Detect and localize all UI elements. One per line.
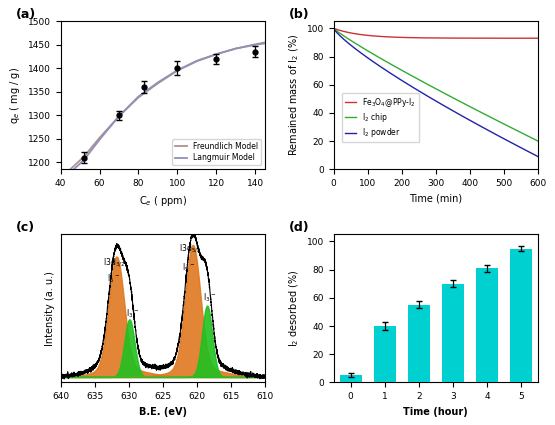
Freundlich Model [213,52,220,57]
I$_2$ powder [420,91,427,96]
Fe$_3$O$_4$@PPy-I$_2$ [413,35,420,40]
Langmuir Model [194,58,200,63]
I$_2$ powder [330,26,337,31]
Bar [340,375,362,382]
Freundlich Model [115,113,122,119]
Y-axis label: I$_2$ desorbed (%): I$_2$ desorbed (%) [287,270,301,347]
Line: I$_2$ powder: I$_2$ powder [334,28,538,156]
Langmuir Model [252,42,259,47]
Langmuir Model [115,113,122,119]
Line: Langmuir Model: Langmuir Model [70,43,265,173]
Legend: Fe$_3$O$_4$@PPy-I$_2$, I$_2$ chip, I$_2$ powder: Fe$_3$O$_4$@PPy-I$_2$, I$_2$ chip, I$_2$… [341,93,419,142]
Text: (b): (b) [289,8,309,21]
X-axis label: Time (hour): Time (hour) [403,407,468,416]
Fe$_3$O$_4$@PPy-I$_2$ [534,36,541,41]
I$_2$ chip [413,76,420,81]
Freundlich Model [233,46,239,51]
Langmuir Model [174,68,181,73]
X-axis label: Time (min): Time (min) [409,193,462,204]
Text: I$_5$$^-$: I$_5$$^-$ [107,272,120,284]
Langmuir Model [96,137,103,142]
Line: I$_2$ chip: I$_2$ chip [334,28,538,141]
Freundlich Model [194,59,200,64]
Langmuir Model [261,41,268,46]
Legend: Freundlich Model, Langmuir Model: Freundlich Model, Langmuir Model [173,139,261,165]
Freundlich Model [252,42,259,47]
I$_2$ chip [490,116,496,121]
Fe$_3$O$_4$@PPy-I$_2$ [493,36,500,41]
Bar [374,326,396,382]
Langmuir Model [233,46,239,51]
Bar [476,268,498,382]
Fe$_3$O$_4$@PPy-I$_2$ [330,26,337,31]
I$_2$ powder [471,120,477,125]
Text: (d): (d) [289,221,309,235]
Text: I3d$_{5/2}$: I3d$_{5/2}$ [179,242,201,255]
Langmuir Model [155,80,162,85]
Text: I$_3$$^-$: I$_3$$^-$ [125,308,139,320]
Bar [408,305,430,382]
Langmuir Model [67,170,74,175]
Y-axis label: Intensity (a. u.): Intensity (a. u.) [45,271,55,346]
Freundlich Model [96,135,103,140]
Y-axis label: q$_e$ ( mg / g): q$_e$ ( mg / g) [8,67,22,124]
I$_2$ powder [534,154,541,159]
Bar [510,249,532,382]
Text: I$_3$$^-$: I$_3$$^-$ [203,291,216,304]
I$_2$ chip [420,80,427,85]
Y-axis label: Remained mass of I$_2$ (%): Remained mass of I$_2$ (%) [287,34,301,156]
Freundlich Model [80,154,87,159]
I$_2$ chip [351,40,358,45]
I$_2$ chip [330,26,337,31]
Fe$_3$O$_4$@PPy-I$_2$ [351,31,358,36]
Freundlich Model [155,81,162,86]
X-axis label: B.E. (eV): B.E. (eV) [139,407,187,416]
Bar [442,284,464,382]
Freundlich Model [174,68,181,73]
I$_2$ powder [351,45,358,51]
Freundlich Model [67,167,74,172]
Freundlich Model [135,95,142,100]
I$_2$ powder [493,132,500,137]
I$_2$ chip [534,139,541,144]
X-axis label: C$_e$ ( ppm): C$_e$ ( ppm) [139,193,187,207]
Line: Fe$_3$O$_4$@PPy-I$_2$: Fe$_3$O$_4$@PPy-I$_2$ [334,28,538,38]
Line: Freundlich Model: Freundlich Model [70,42,265,169]
I$_2$ chip [493,118,500,123]
Text: (a): (a) [16,8,36,21]
Langmuir Model [135,94,142,99]
I$_2$ chip [471,106,477,111]
Fe$_3$O$_4$@PPy-I$_2$ [471,36,477,41]
Text: I3d$_{3/2}$: I3d$_{3/2}$ [103,256,125,269]
I$_2$ powder [413,87,420,92]
Langmuir Model [213,52,220,57]
Freundlich Model [261,40,268,45]
Text: (c): (c) [16,221,35,235]
Fe$_3$O$_4$@PPy-I$_2$ [420,35,427,40]
I$_2$ powder [490,130,496,136]
Text: I$_5$$^-$: I$_5$$^-$ [182,261,195,274]
Langmuir Model [80,157,87,162]
Fe$_3$O$_4$@PPy-I$_2$ [490,36,496,41]
